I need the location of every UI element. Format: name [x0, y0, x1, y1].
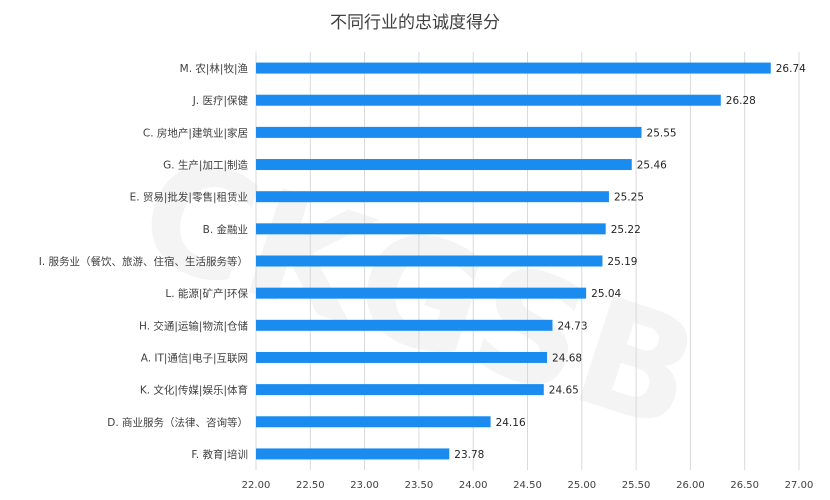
- category-labels: M. 农|林|牧|渔 J. 医疗|保健 C. 房地产|建筑业|家居 G. 生产|加工|…: [39, 62, 249, 461]
- x-tick-label: 25.50: [622, 480, 651, 491]
- bar: [256, 159, 632, 171]
- category-label: G. 生产|加工|制造: [163, 159, 248, 172]
- x-tick-label: 27.00: [785, 480, 814, 491]
- category-label: H. 交通|运输|物流|仓储: [139, 319, 248, 332]
- x-tick-label: 26.00: [676, 480, 705, 491]
- value-label: 26.74: [776, 63, 806, 75]
- bar: [256, 351, 548, 363]
- value-label: 23.78: [454, 449, 484, 461]
- category-label: F. 教育|培训: [191, 448, 248, 461]
- x-tick-label: 24.00: [459, 480, 488, 491]
- category-label: K. 文化|传媒|娱乐|体育: [140, 384, 248, 397]
- category-label: I. 服务业（餐饮、旅游、住宿、生活服务等）: [39, 255, 248, 268]
- value-label: 24.73: [557, 320, 587, 332]
- category-label: A. IT|通信|电子|互联网: [141, 351, 248, 364]
- x-tick-label: 23.50: [405, 480, 434, 491]
- category-label: L. 能源|矿产|环保: [165, 287, 248, 300]
- bars: [256, 62, 771, 460]
- value-label: 25.04: [591, 288, 621, 300]
- category-label: C. 房地产|建筑业|家居: [143, 126, 248, 139]
- value-label: 24.65: [549, 385, 579, 397]
- x-tick-label: 22.00: [242, 480, 271, 491]
- value-label: 24.16: [496, 417, 526, 429]
- bar: [256, 255, 603, 267]
- bar: [256, 448, 450, 460]
- value-label: 25.25: [614, 192, 644, 204]
- value-labels: 26.74 26.28 25.55 25.46 25.25 25.22 25.19 25.04…: [454, 63, 806, 461]
- x-tick-label: 25.00: [567, 480, 596, 491]
- chart-title: 不同行业的忠诚度得分: [330, 13, 500, 33]
- value-label: 25.22: [611, 224, 641, 236]
- category-label: E. 贸易|批发|零售|租赁业: [130, 191, 248, 204]
- bar: [256, 384, 544, 396]
- bar: [256, 62, 771, 74]
- value-label: 25.55: [647, 127, 677, 139]
- bar: [256, 287, 587, 299]
- bar: [256, 319, 553, 331]
- bar: [256, 126, 642, 138]
- category-label: D. 商业服务（法律、咨询等）: [107, 416, 248, 429]
- x-tick-label: 22.50: [296, 480, 325, 491]
- value-label: 26.28: [726, 95, 756, 107]
- x-tick-label: 23.00: [350, 480, 379, 491]
- category-label: B. 金融业: [203, 223, 248, 236]
- value-label: 25.19: [607, 256, 637, 268]
- category-label: M. 农|林|牧|渔: [180, 62, 248, 75]
- x-tick-label: 24.50: [513, 480, 542, 491]
- bar: [256, 191, 609, 203]
- x-tick-label: 26.50: [730, 480, 759, 491]
- bar: [256, 416, 491, 428]
- x-axis-ticks: 22.00 22.50 23.00 23.50 24.00 24.50 25.00 25.50…: [242, 480, 814, 491]
- value-label: 25.46: [637, 160, 667, 172]
- bar: [256, 94, 721, 106]
- category-label: J. 医疗|保健: [192, 94, 249, 107]
- value-label: 24.68: [552, 352, 582, 364]
- bar: [256, 223, 606, 235]
